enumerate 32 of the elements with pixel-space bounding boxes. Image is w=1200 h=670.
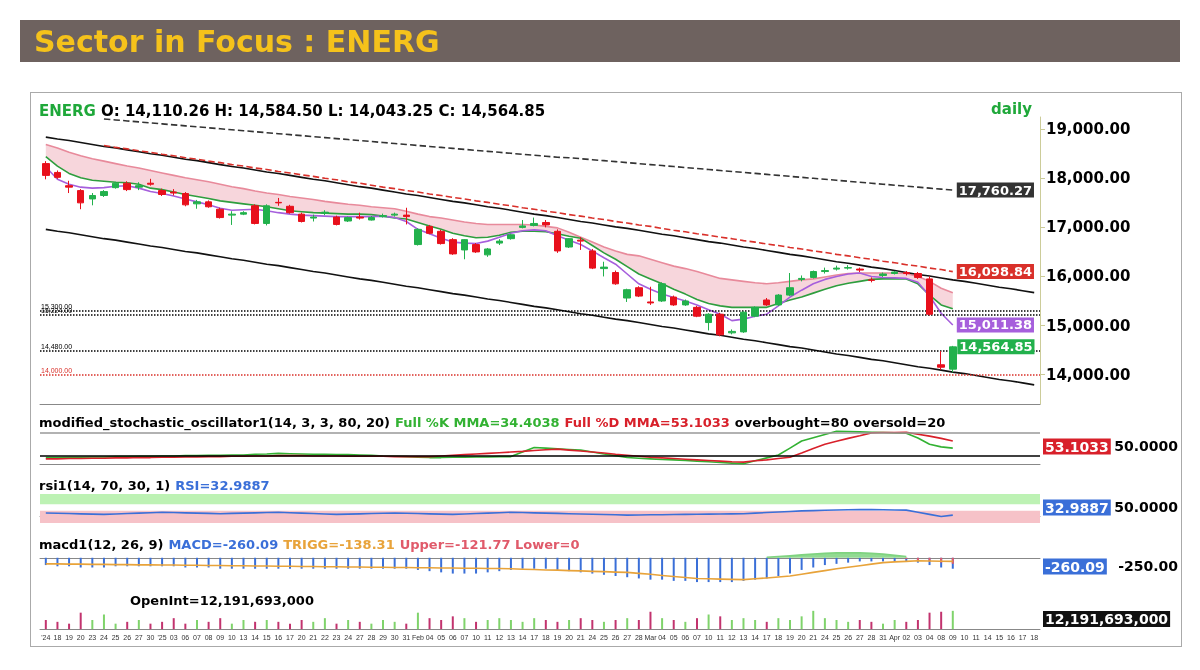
data-label: 15,011.38 <box>958 317 1032 333</box>
text: 14,564.85 <box>959 339 1033 355</box>
annotation: daily <box>991 99 1033 118</box>
text: 12,191,693,000 <box>1045 611 1169 627</box>
y-tick-label: 18,000.00 <box>1046 169 1131 188</box>
y-tick-label: 15,000.00 <box>1046 316 1131 335</box>
data-label: 16,098.84 <box>958 264 1032 280</box>
data-label: 17,760.27 <box>958 182 1032 198</box>
text: -260.09 <box>1045 558 1105 575</box>
series-label: RSI=32.9887 <box>175 477 270 493</box>
y-tick-label: 16,000.00 <box>1046 267 1131 286</box>
y-tick-label: 19,000.00 <box>1046 120 1131 139</box>
text: 50.0000 <box>1114 437 1179 454</box>
chart-title: modified_stochastic_oscillator1(14, 3, 3, 80, 20) <box>39 414 390 431</box>
y-tick-label: 14,000.00 <box>1046 365 1131 384</box>
text: Sector in Focus : ENERG <box>20 20 1180 62</box>
y-tick-label: 17,000.00 <box>1046 218 1131 237</box>
series-label: Full %K MMA=34.4038 <box>394 414 560 430</box>
chart-subtitle: overbought=80 oversold=20 <box>734 414 946 430</box>
series-label: Full %D MMA=53.1033 <box>564 414 730 430</box>
chart-title: ENERG <box>39 102 96 120</box>
text: 53.1033 <box>1045 438 1109 455</box>
series-label: TRIGG=-138.31 <box>283 536 395 552</box>
text: 32.9887 <box>1045 499 1109 516</box>
chart-title: macd1(12, 26, 9) <box>39 536 164 552</box>
chart-subtitle: O: 14,110.26 H: 14,584.50 L: 14,043.25 C: 14,564.85 <box>100 102 546 120</box>
chart-title: OpenInt=12,191,693,000 <box>130 593 314 608</box>
chart-title: rsi1(14, 70, 30, 1) <box>39 477 171 493</box>
text: Upper=-121.77 Lower=0 <box>399 536 580 552</box>
series-label: MACD=-260.09 <box>168 536 279 552</box>
text: -250.00 <box>1118 557 1179 574</box>
text: 50.0000 <box>1114 498 1179 515</box>
